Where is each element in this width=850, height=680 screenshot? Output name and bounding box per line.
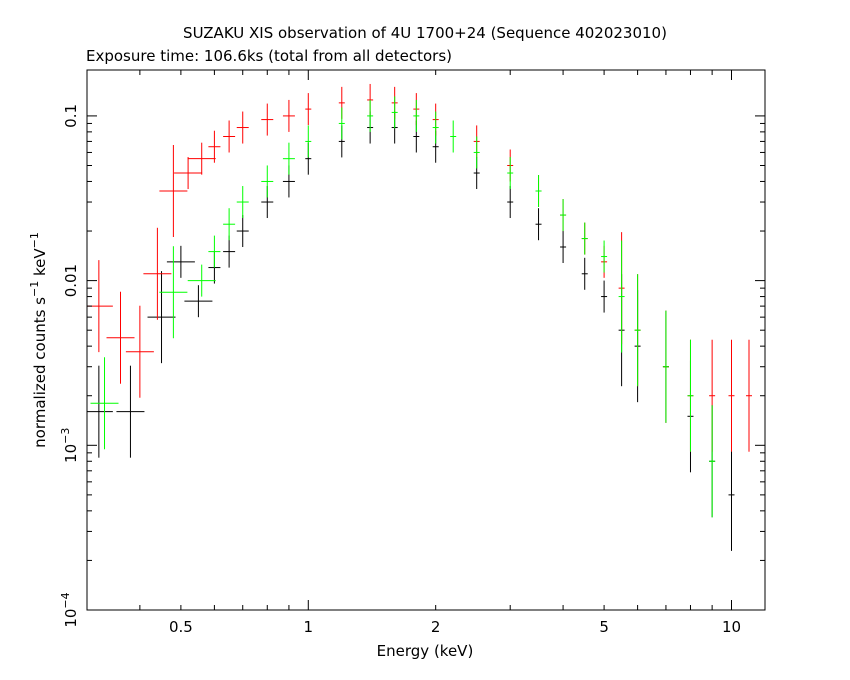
y-axis-label-mid: keV xyxy=(31,248,49,281)
x-tick-label: 10 xyxy=(722,618,741,636)
data-marks xyxy=(87,83,753,551)
x-axis-label: Energy (keV) xyxy=(377,642,474,660)
y-tick-label: 0.1 xyxy=(62,104,80,128)
y-axis-label-exp1: −1 xyxy=(28,281,41,297)
y-tick-label: 10−4 xyxy=(59,592,80,627)
y-axis-label: normalized counts s−1 keV−1 xyxy=(28,232,49,448)
x-tick-label: 2 xyxy=(431,618,441,636)
series-2 xyxy=(90,96,716,518)
y-tick-label: 10−3 xyxy=(59,428,80,463)
tick-labels: 0.5 1 2 5 10 10−4 10−3 0.01 0.1 xyxy=(59,104,741,636)
chart-subtitle: Exposure time: 106.6ks (total from all d… xyxy=(86,47,452,65)
x-tick-label: 5 xyxy=(599,618,609,636)
y-axis-label-base: normalized counts s xyxy=(31,297,49,448)
series-1 xyxy=(87,83,753,452)
y-tick-label: 0.01 xyxy=(62,264,80,297)
chart-title: SUZAKU XIS observation of 4U 1700+24 (Se… xyxy=(183,24,667,42)
axes xyxy=(86,69,766,611)
x-tick-label: 1 xyxy=(304,618,314,636)
plot-frame xyxy=(86,69,766,611)
y-axis-label-exp2: −1 xyxy=(28,232,41,248)
x-tick-label: 0.5 xyxy=(169,618,193,636)
